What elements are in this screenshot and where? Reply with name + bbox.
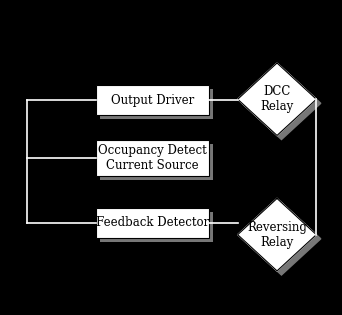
FancyBboxPatch shape: [96, 208, 209, 238]
Polygon shape: [238, 63, 316, 135]
FancyBboxPatch shape: [100, 89, 213, 119]
Text: Occupancy Detect
Current Source: Occupancy Detect Current Source: [98, 144, 207, 172]
FancyBboxPatch shape: [96, 140, 209, 176]
FancyBboxPatch shape: [100, 144, 213, 180]
Text: Reversing
Relay: Reversing Relay: [247, 221, 307, 249]
FancyBboxPatch shape: [100, 212, 213, 242]
Polygon shape: [242, 67, 321, 140]
Polygon shape: [242, 203, 321, 275]
Polygon shape: [238, 198, 316, 271]
Text: DCC
Relay: DCC Relay: [260, 85, 294, 113]
Text: Feedback Detector: Feedback Detector: [95, 216, 209, 229]
FancyBboxPatch shape: [96, 85, 209, 115]
Text: Output Driver: Output Driver: [110, 94, 194, 106]
